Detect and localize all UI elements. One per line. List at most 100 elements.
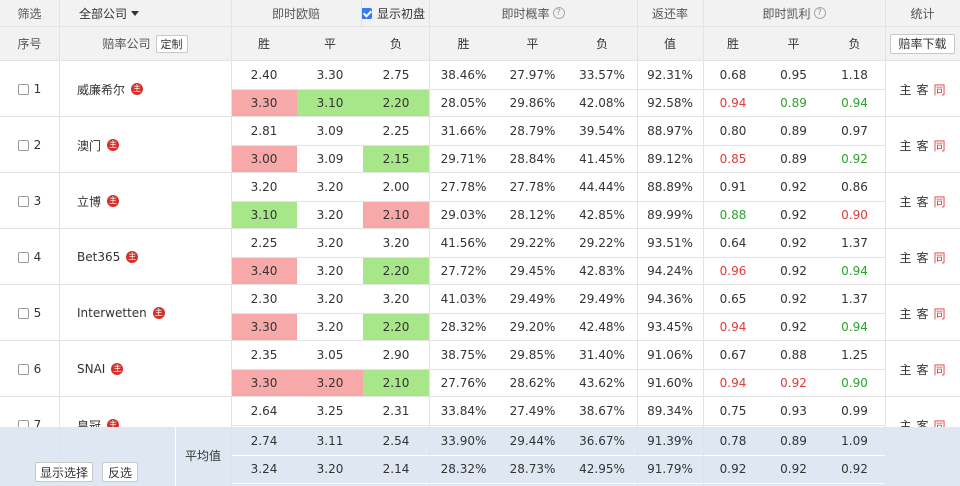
company-name[interactable]: 立博 xyxy=(77,194,102,209)
stats-header: 统计 xyxy=(910,6,935,21)
odds-cell: 3.25 xyxy=(316,404,344,418)
show-initial-toggle[interactable]: 显示初盘 xyxy=(361,0,429,26)
away-link[interactable]: 客 xyxy=(916,194,929,209)
kelly-cell: 0.68 xyxy=(719,68,747,82)
home-link[interactable]: 主 xyxy=(899,138,912,153)
kelly-cell: 0.64 xyxy=(719,236,747,250)
prob-cell: 33.90% xyxy=(440,434,487,448)
odds-cell: 3.05 xyxy=(316,348,344,362)
company-dropdown[interactable]: 全部公司 xyxy=(59,0,231,26)
kelly-cell: 1.25 xyxy=(841,348,868,362)
row-index-cell: 1 xyxy=(0,61,59,117)
company-name[interactable]: Interwetten xyxy=(77,306,147,320)
main-market-badge-icon: 主 xyxy=(131,83,144,95)
same-link[interactable]: 同 xyxy=(933,194,946,209)
kelly-cell: 0.94 xyxy=(719,376,747,390)
help-icon[interactable]: ? xyxy=(552,7,565,19)
odds-cell: 3.20 xyxy=(316,236,344,250)
row-index: 7 xyxy=(33,418,42,432)
same-link[interactable]: 同 xyxy=(933,82,946,97)
prob-cell: 27.97% xyxy=(509,68,556,82)
home-link[interactable]: 主 xyxy=(899,306,912,321)
prob-cell: 29.45% xyxy=(509,264,556,278)
kelly-cell: 1.09 xyxy=(841,434,868,448)
odds-cell: 2.90 xyxy=(382,348,410,362)
prob-cell: 38.75% xyxy=(440,348,487,362)
row-bottom-line xyxy=(0,228,960,229)
odds-cell: 2.20 xyxy=(363,257,429,285)
kelly-cell: 0.92 xyxy=(780,292,807,306)
return-cell: 88.89% xyxy=(647,180,693,194)
kelly-cell: 0.89 xyxy=(780,124,807,138)
away-link[interactable]: 客 xyxy=(916,138,929,153)
main-market-badge-icon: 主 xyxy=(111,363,124,375)
home-link[interactable]: 主 xyxy=(899,194,912,209)
return-cell: 94.24% xyxy=(647,264,693,278)
kelly-cell: 0.92 xyxy=(780,264,807,278)
table-row: 5 Interwetten 主 2.30 3.20 3.20 41.03% 29.49% 29.… xyxy=(0,285,960,341)
same-link[interactable]: 同 xyxy=(933,362,946,377)
row-select-checkbox[interactable] xyxy=(17,251,29,263)
away-link[interactable]: 客 xyxy=(916,306,929,321)
help-icon[interactable]: ? xyxy=(813,7,826,19)
kelly-cell: 0.65 xyxy=(719,292,747,306)
same-link[interactable]: 同 xyxy=(933,306,946,321)
probability-header: 即时概率 ? xyxy=(429,0,637,26)
download-button[interactable]: 赔率下载 xyxy=(890,33,955,54)
row-select-checkbox[interactable] xyxy=(17,83,29,95)
home-link[interactable]: 主 xyxy=(899,82,912,97)
prob-cell: 42.83% xyxy=(579,264,625,278)
row-index: 3 xyxy=(33,194,42,208)
table-row: 1 威廉希尔主 2.40 3.30 2.75 38.46% 27.97% 33.57% 0.68… xyxy=(0,61,960,117)
away-link[interactable]: 客 xyxy=(916,362,929,377)
company-name[interactable]: Bet365 xyxy=(77,250,121,264)
odds-cell: 3.20 xyxy=(316,180,344,194)
home-link[interactable]: 主 xyxy=(899,362,912,377)
row-select-checkbox[interactable] xyxy=(17,363,29,375)
prob-cell: 29.86% xyxy=(509,96,556,110)
odds-cell: 2.54 xyxy=(382,434,410,448)
prob-cell: 29.49% xyxy=(509,292,556,306)
row-select-checkbox[interactable] xyxy=(17,307,29,319)
kelly-cell: 0.89 xyxy=(780,434,807,448)
row-split-line xyxy=(231,313,885,314)
kelly-cell: 0.96 xyxy=(719,264,747,278)
kelly-lose-header: 负 xyxy=(848,37,861,51)
show-initial-checkbox[interactable] xyxy=(361,7,372,19)
show-select-button[interactable]: 显示选择 xyxy=(35,462,93,482)
prob-cell: 29.85% xyxy=(509,348,556,362)
average-footer: 显示选择 反选 平均值 2.74 3.11 2.54 33.90% 29.44% 36.6… xyxy=(0,427,960,486)
away-link[interactable]: 客 xyxy=(916,82,929,97)
prob-cell: 28.05% xyxy=(440,96,487,110)
prob-cell: 31.66% xyxy=(440,124,487,138)
row-select-checkbox[interactable] xyxy=(17,139,29,151)
invert-button[interactable]: 反选 xyxy=(102,462,138,482)
odds-win-header: 胜 xyxy=(257,37,270,51)
prob-cell: 27.49% xyxy=(509,404,556,418)
kelly-cell: 0.90 xyxy=(841,208,868,222)
customize-button[interactable]: 定制 xyxy=(155,34,188,53)
odds-cell: 3.20 xyxy=(382,292,410,306)
return-cell: 89.99% xyxy=(647,208,693,222)
show-initial-label: 显示初盘 xyxy=(377,6,426,21)
home-link[interactable]: 主 xyxy=(899,250,912,265)
column-divider xyxy=(175,427,176,486)
kelly-cell: 0.75 xyxy=(719,404,747,418)
away-link[interactable]: 客 xyxy=(916,250,929,265)
kelly-cell: 0.94 xyxy=(841,96,868,110)
kelly-cell: 0.92 xyxy=(841,152,868,166)
row-split-line xyxy=(231,257,885,258)
prob-cell: 39.54% xyxy=(579,124,625,138)
odds-cell: 3.20 xyxy=(316,208,344,222)
row-select-checkbox[interactable] xyxy=(17,195,29,207)
same-link[interactable]: 同 xyxy=(933,250,946,265)
row-index-cell: 2 xyxy=(0,117,59,173)
company-name[interactable]: 威廉希尔 xyxy=(77,82,126,97)
company-name[interactable]: 澳门 xyxy=(77,138,102,153)
index-header: 序号 xyxy=(17,37,42,51)
main-market-badge-icon: 主 xyxy=(126,251,139,263)
column-divider xyxy=(885,0,886,486)
same-link[interactable]: 同 xyxy=(933,138,946,153)
prob-cell: 28.32% xyxy=(440,462,487,476)
company-name[interactable]: SNAI xyxy=(77,362,106,376)
